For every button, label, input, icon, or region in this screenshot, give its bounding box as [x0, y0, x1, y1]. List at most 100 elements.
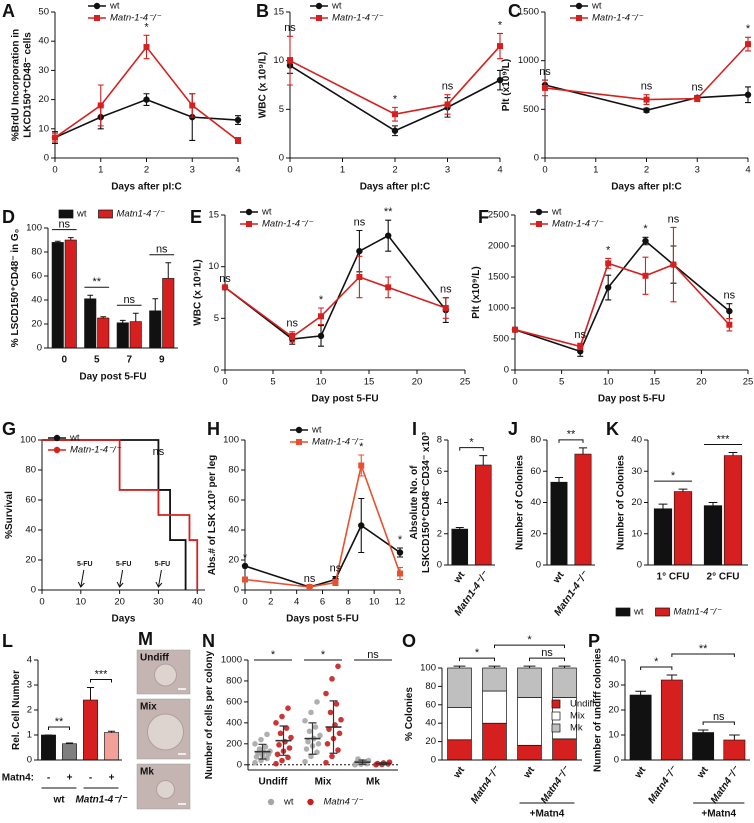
significance-label: *	[746, 23, 751, 35]
marker	[497, 43, 503, 50]
treatment-arrow	[116, 569, 124, 588]
marker	[289, 333, 296, 340]
error-bar	[65, 742, 74, 744]
group-label: wt	[52, 795, 65, 806]
x-tick-label: 12	[395, 597, 406, 608]
y-tick-label: 80	[425, 681, 436, 692]
marker	[332, 579, 339, 586]
x-tick-label: 9	[159, 355, 165, 366]
significance-label: *	[398, 534, 403, 546]
y-tick-label: 2500	[488, 210, 509, 221]
x-tick-label: 25	[460, 377, 471, 388]
treatment-label: 5-FU	[77, 561, 93, 568]
dot	[306, 728, 313, 735]
marker	[726, 307, 733, 315]
x-tick-label: Mix	[315, 777, 332, 788]
panel-letter: M	[138, 629, 153, 649]
legend-label: Matn-1-4⁻/⁻	[312, 437, 364, 448]
marker	[605, 284, 612, 291]
y-tick-label: 80	[228, 465, 239, 476]
y-tick-label: 4	[27, 655, 32, 666]
y-tick-label: 0	[237, 759, 242, 770]
error-bar	[165, 262, 172, 279]
y-axis-label: Number of undiff colonies	[592, 648, 603, 772]
x-tick-label: 20	[412, 377, 423, 388]
legend-label: wt	[261, 207, 272, 218]
dot	[314, 699, 320, 705]
marker	[605, 260, 612, 267]
bar-segment	[482, 667, 507, 692]
legend-marker	[535, 208, 543, 216]
y-tick-label: 40	[38, 36, 49, 47]
y-tick-label: 0	[431, 755, 436, 766]
y-tick-label: 50	[38, 7, 49, 18]
x-tick-label: 2° CFU	[707, 572, 740, 583]
legend-marker	[576, 15, 582, 21]
bar	[62, 743, 77, 761]
x-tick-label: 20	[114, 597, 125, 608]
x-tick-label: 3	[695, 165, 700, 176]
y-tick-label: 100	[26, 223, 42, 234]
y-tick-label: 0	[614, 755, 619, 766]
significance-label: *	[671, 470, 676, 482]
bar	[723, 739, 746, 761]
marker	[391, 127, 399, 134]
significance-label: *	[643, 223, 648, 235]
bar-segment	[482, 690, 507, 724]
legend-swatch	[615, 607, 631, 617]
y-axis-label: % LSCD150⁺CD48⁻ in G₀	[10, 229, 21, 347]
panel-letter: F	[478, 207, 489, 227]
series-line	[544, 43, 749, 101]
bar	[629, 694, 652, 761]
x-tick-label: Matn4⁻/⁻	[539, 764, 573, 806]
x-tick-label: wt	[451, 569, 467, 586]
x-tick-label: 10	[76, 597, 87, 608]
x-tick-label: 1° CFU	[657, 572, 690, 583]
marker	[356, 274, 363, 280]
x-tick-label: wt	[632, 764, 648, 781]
dot	[274, 751, 281, 758]
error-bar	[107, 730, 116, 733]
marker	[694, 95, 701, 102]
y-tick-label: 200	[226, 738, 242, 749]
dot	[285, 705, 291, 711]
y-axis-label: %BrdU Incorporation in	[10, 29, 21, 141]
x-tick-label: 5	[94, 355, 100, 366]
marker	[642, 272, 649, 279]
panel-letter: B	[256, 1, 269, 21]
x-tick-label: 0	[61, 355, 67, 366]
legend-label: wt	[283, 797, 294, 808]
y-axis-label: Number of Colonies	[615, 455, 626, 550]
significance-label: *	[359, 441, 364, 453]
x-tick-label: Matn4⁻/⁻	[709, 764, 743, 806]
series-line	[289, 45, 501, 116]
x-axis-label: Days after pI:C	[611, 182, 682, 193]
dot	[323, 759, 329, 766]
bar	[474, 464, 492, 566]
y-tick-label: 6	[437, 466, 442, 477]
dot	[285, 754, 291, 761]
error-bar	[87, 294, 94, 299]
significance-label: ns	[354, 216, 366, 228]
significance-label: ns	[367, 649, 379, 661]
x-tick-label: 1	[593, 165, 598, 176]
legend-marker	[267, 798, 275, 806]
error-bar	[100, 316, 107, 318]
significance-bracket	[558, 439, 584, 443]
legend-label: Matn-1-4⁻/⁻	[110, 13, 162, 24]
y-axis-label: %Survival	[4, 491, 15, 539]
dot	[308, 753, 314, 760]
significance-label: ns	[539, 66, 551, 78]
marker	[670, 261, 677, 268]
dot	[308, 709, 314, 716]
x-tick-label: -	[47, 773, 50, 784]
y-tick-label: 400	[226, 717, 242, 728]
treatment-arrow	[155, 569, 163, 588]
significance-bracket	[494, 644, 565, 649]
significance-label: *	[498, 19, 503, 31]
x-tick-label: wt	[695, 764, 711, 781]
dot	[252, 759, 258, 766]
significance-label: ns	[574, 329, 586, 341]
series-line	[244, 462, 401, 588]
legend-label: Matn4⁻/⁻	[324, 797, 364, 808]
